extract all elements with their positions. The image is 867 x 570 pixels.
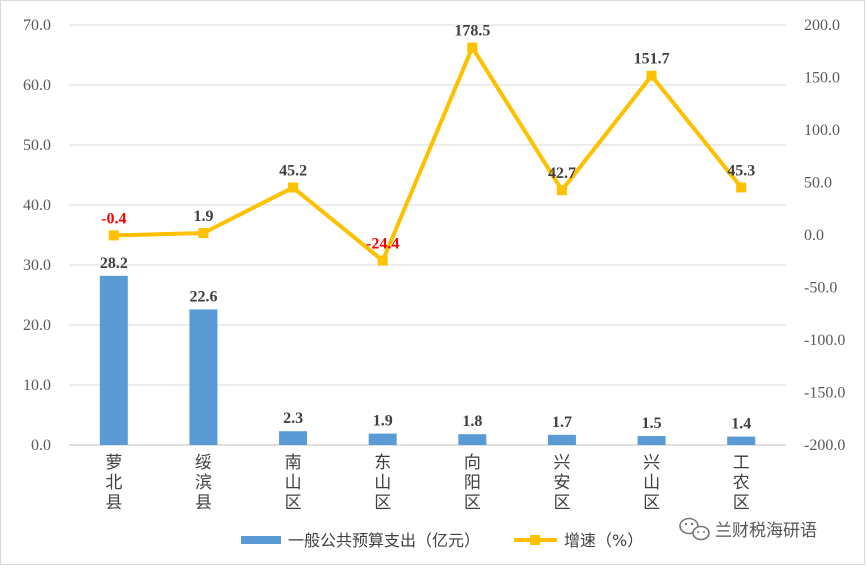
bar-value-label: 1.4 [731,416,751,433]
bar [637,436,666,445]
bar-value-label: 1.9 [373,413,393,430]
bar-value-label: 28.2 [100,255,128,272]
line-marker [467,42,478,53]
bar [368,433,397,445]
right-tick-label: -200.0 [804,437,845,454]
line-series [108,42,747,266]
bar [547,434,576,445]
gridlines [69,24,786,386]
legend-line-marker [530,535,540,545]
line-value-label: -0.4 [101,210,126,227]
category-label: 向阳区 [464,453,481,513]
category-label: 工农区 [733,453,750,513]
bar [189,309,218,445]
legend: 一般公共预算支出（亿元） 增速（%） [241,531,643,550]
left-tick-label: 50.0 [23,137,51,154]
line-value-label: 178.5 [454,23,490,40]
category-label: 绥滨县 [195,453,212,513]
right-tick-label: -50.0 [804,280,837,297]
line-marker [556,185,567,196]
line-value-label: 45.2 [279,163,307,180]
left-tick-label: 60.0 [23,77,51,94]
legend-bar-swatch [241,536,281,544]
right-tick-label: 150.0 [804,70,840,87]
right-axis-ticks: -200.0 -150.0 -100.0 -50.0 0.0 50.0 100.0 150.0… [804,17,845,454]
left-tick-label: 30.0 [23,257,51,274]
bar-value-label: 1.7 [552,414,572,431]
bar-value-label: 22.6 [189,288,217,305]
right-tick-label: 200.0 [804,17,840,34]
watermark-text: 兰财税海研语 [715,521,817,541]
wechat-icon [679,517,710,541]
category-label: 兴山区 [643,453,660,513]
left-tick-label: 70.0 [23,17,51,34]
left-tick-label: 40.0 [23,197,51,214]
right-tick-label: 50.0 [804,175,832,192]
left-tick-label: 10.0 [23,377,51,394]
line-value-label: 42.7 [548,165,576,182]
bar-value-label: 1.5 [642,415,662,432]
left-tick-label: 20.0 [23,317,51,334]
bar-value-label: 1.8 [462,413,482,430]
growth-line [113,45,743,263]
left-axis-ticks: 0.0 10.0 20.0 30.0 40.0 50.0 60.0 70.0 [23,17,51,454]
legend-line-label: 增速（%） [564,531,643,550]
line-marker [198,228,209,239]
category-label: 萝北县 [105,453,122,513]
line-marker [736,182,747,193]
line-value-label: 151.7 [634,51,670,68]
line-marker [288,182,299,193]
line-marker [108,230,119,241]
watermark: 兰财税海研语 [679,517,817,541]
right-tick-label: 100.0 [804,122,840,139]
category-labels: 萝北县 绥滨县 南山区 东山区 向阳区 兴安区 兴山区 工农区 [105,453,749,513]
line-value-label: 1.9 [193,208,213,225]
data-labels: 28.2 22.6 2.3 1.9 1.8 1.7 1.5 1.4 -0.4 1.9 45.2 -24… [100,23,755,433]
line-value-label: 45.3 [727,162,755,179]
category-label: 南山区 [285,453,302,513]
right-tick-label: -150.0 [804,385,845,402]
bar [458,434,487,445]
bar [727,436,756,445]
right-tick-label: 0.0 [804,227,824,244]
category-label: 兴安区 [553,453,570,513]
bar [99,275,128,445]
bar-series [99,275,756,445]
line-marker [646,70,657,81]
bar [279,431,308,445]
left-tick-label: 0.0 [31,437,51,454]
bar-value-label: 2.3 [283,410,303,427]
legend-bar-label: 一般公共预算支出（亿元） [288,531,480,550]
right-tick-label: -100.0 [804,332,845,349]
line-value-label: -24.4 [366,236,399,253]
category-label: 东山区 [374,453,391,513]
line-marker [377,255,388,266]
